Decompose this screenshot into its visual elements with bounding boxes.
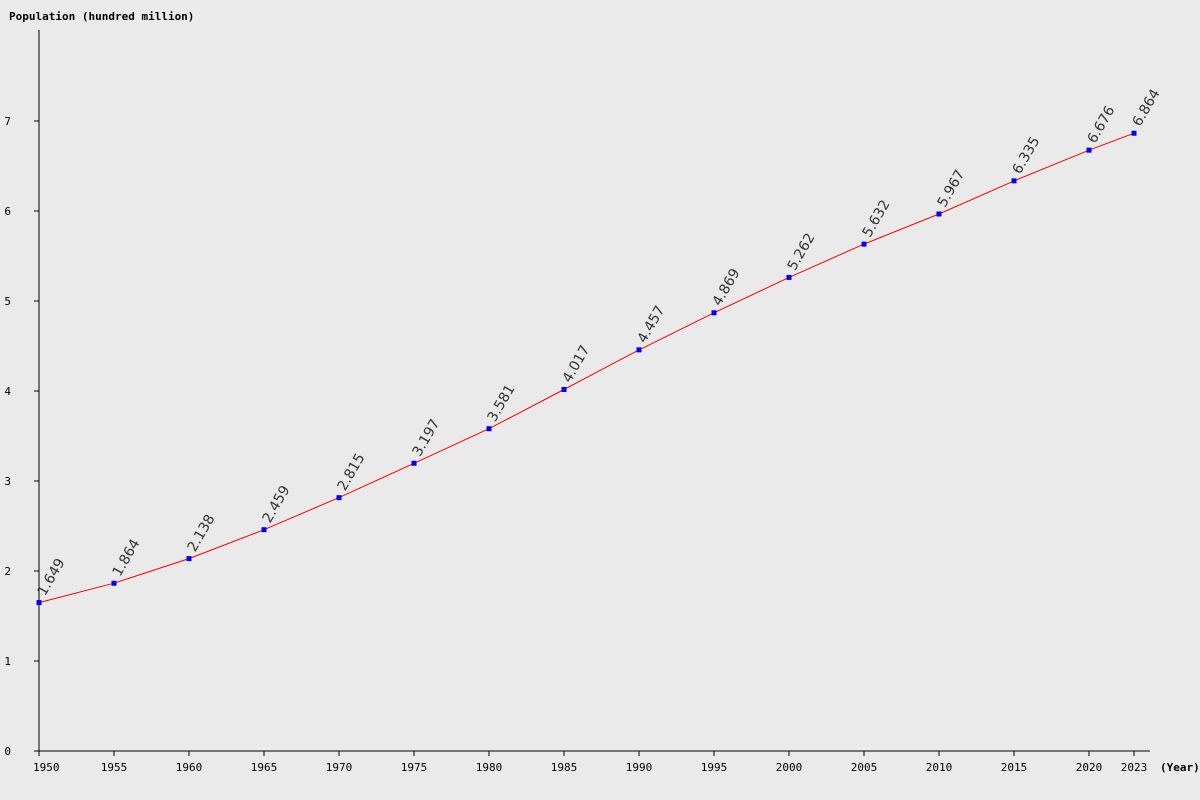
data-point bbox=[36, 600, 42, 606]
x-tick-label: 1960 bbox=[176, 761, 203, 774]
y-tick-label: 1 bbox=[4, 655, 11, 668]
x-tick-label: 1990 bbox=[626, 761, 653, 774]
series-line-group bbox=[38, 132, 1135, 604]
data-point bbox=[861, 241, 867, 247]
data-label: 6.676 bbox=[1085, 103, 1119, 146]
data-point bbox=[636, 347, 642, 353]
data-label: 1.649 bbox=[35, 556, 69, 599]
y-tick-label: 3 bbox=[4, 475, 11, 488]
y-tick-label: 2 bbox=[4, 565, 11, 578]
data-point bbox=[186, 556, 192, 562]
y-tick-label: 5 bbox=[4, 295, 11, 308]
x-tick-label: 2020 bbox=[1076, 761, 1103, 774]
x-tick-label: 2023 bbox=[1121, 761, 1148, 774]
data-point bbox=[411, 460, 417, 466]
data-point bbox=[786, 274, 792, 280]
x-tick-label: 1980 bbox=[476, 761, 503, 774]
y-tick-label: 7 bbox=[4, 115, 11, 128]
series-line bbox=[38, 132, 1135, 604]
x-axis-title: (Year) bbox=[1160, 761, 1200, 774]
x-tick-label: 1985 bbox=[551, 761, 578, 774]
data-point bbox=[1131, 130, 1137, 136]
y-ticks: 0 1 2 3 4 5 6 7 bbox=[4, 115, 39, 758]
x-tick-label: 1965 bbox=[251, 761, 278, 774]
x-tick-label: 2015 bbox=[1001, 761, 1028, 774]
y-tick-label: 0 bbox=[4, 745, 11, 758]
data-point bbox=[261, 527, 267, 533]
data-label: 2.815 bbox=[335, 451, 369, 494]
x-tick-label: 1955 bbox=[101, 761, 128, 774]
data-point bbox=[561, 386, 567, 392]
x-tick-label: 2005 bbox=[851, 761, 878, 774]
data-label: 5.632 bbox=[860, 197, 894, 240]
y-tick-label: 6 bbox=[4, 205, 11, 218]
data-label: 4.017 bbox=[560, 343, 594, 386]
data-point bbox=[1086, 147, 1092, 153]
data-label: 1.864 bbox=[110, 536, 144, 579]
y-axis-title: Population (hundred million) bbox=[9, 10, 194, 23]
x-tick-label: 1975 bbox=[401, 761, 428, 774]
x-tick-label: 1970 bbox=[326, 761, 353, 774]
data-point bbox=[111, 580, 117, 586]
data-label: 3.581 bbox=[485, 382, 519, 425]
y-tick-label: 4 bbox=[4, 385, 11, 398]
data-labels-group: 1.649 1.8642.1382.4592.8153.1973.5814.017… bbox=[35, 86, 1164, 598]
data-label: 2.138 bbox=[185, 512, 219, 555]
data-point bbox=[711, 310, 717, 316]
data-point bbox=[336, 495, 342, 501]
x-ticks: 1950 1955 1960 1965 1970 1975 1980 1985 1990 1995… bbox=[33, 751, 1147, 774]
data-label: 4.869 bbox=[710, 266, 744, 309]
x-tick-label: 2000 bbox=[776, 761, 803, 774]
x-tick-label: 1950 bbox=[33, 761, 60, 774]
x-tick-label: 2010 bbox=[926, 761, 953, 774]
data-label: 3.197 bbox=[410, 417, 444, 460]
markers-group bbox=[36, 130, 1137, 606]
data-point bbox=[936, 211, 942, 217]
x-tick-label: 1995 bbox=[701, 761, 728, 774]
data-point bbox=[486, 426, 492, 432]
data-point bbox=[1011, 178, 1017, 184]
data-label: 4.457 bbox=[635, 303, 669, 346]
data-label: 6.864 bbox=[1130, 86, 1164, 129]
